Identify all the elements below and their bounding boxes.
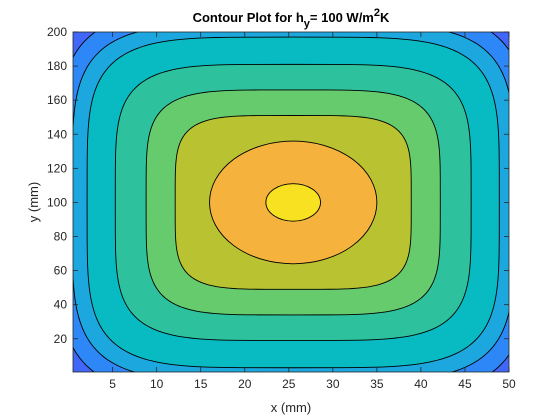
title-prefix: Contour Plot for h: [193, 10, 304, 25]
x-tick-label-20: 20: [238, 377, 252, 391]
plot-frame: [72, 31, 510, 373]
contour-line-9: [174, 115, 412, 290]
title-middle: = 100 W/m: [310, 10, 374, 25]
x-tick-label-40: 40: [414, 377, 428, 391]
x-tick-label-15: 15: [194, 377, 208, 391]
y-tick-label-20: 20: [54, 332, 68, 346]
contour-line-6: [86, 36, 500, 369]
y-tick-label-140: 140: [47, 127, 67, 141]
contour-line-5: [73, 32, 509, 372]
title-subscript: y: [304, 18, 311, 30]
y-tick-label-120: 120: [47, 161, 67, 175]
x-tick-label-5: 5: [109, 377, 116, 391]
y-tick-label-180: 180: [47, 59, 67, 73]
x-tick-label-50: 50: [502, 377, 516, 391]
contour-lines: [73, 32, 509, 372]
contour-band-11: [265, 183, 321, 222]
contour-line-7: [114, 63, 472, 341]
y-tick-label-40: 40: [54, 298, 68, 312]
x-tick-label-25: 25: [282, 377, 296, 391]
x-tick-label-45: 45: [458, 377, 472, 391]
y-tick-label-160: 160: [47, 93, 67, 107]
contour-fills: [73, 32, 509, 372]
title-superscript: 2: [374, 7, 380, 19]
chart-title: Contour Plot for hy= 100 W/m2K: [193, 7, 390, 30]
y-tick-label-60: 60: [54, 264, 68, 278]
title-suffix: K: [380, 10, 390, 25]
y-tick-label-200: 200: [47, 25, 67, 39]
contour-line-10: [209, 140, 378, 265]
y-axis-ticks: 20 40 60 80 100 120 140 160 180 200: [47, 25, 509, 346]
x-tick-label-10: 10: [150, 377, 164, 391]
x-axis-ticks: 5 10 15 20 25 30 35 40 45 50: [109, 32, 516, 391]
y-tick-label-100: 100: [47, 195, 67, 209]
x-axis-label: x (mm): [271, 400, 311, 415]
contour-line-11: [265, 183, 321, 222]
x-tick-label-30: 30: [326, 377, 340, 391]
x-tick-label-35: 35: [370, 377, 384, 391]
y-tick-label-80: 80: [54, 230, 68, 244]
contour-line-8: [145, 89, 441, 316]
y-axis-label: y (mm): [26, 182, 41, 222]
